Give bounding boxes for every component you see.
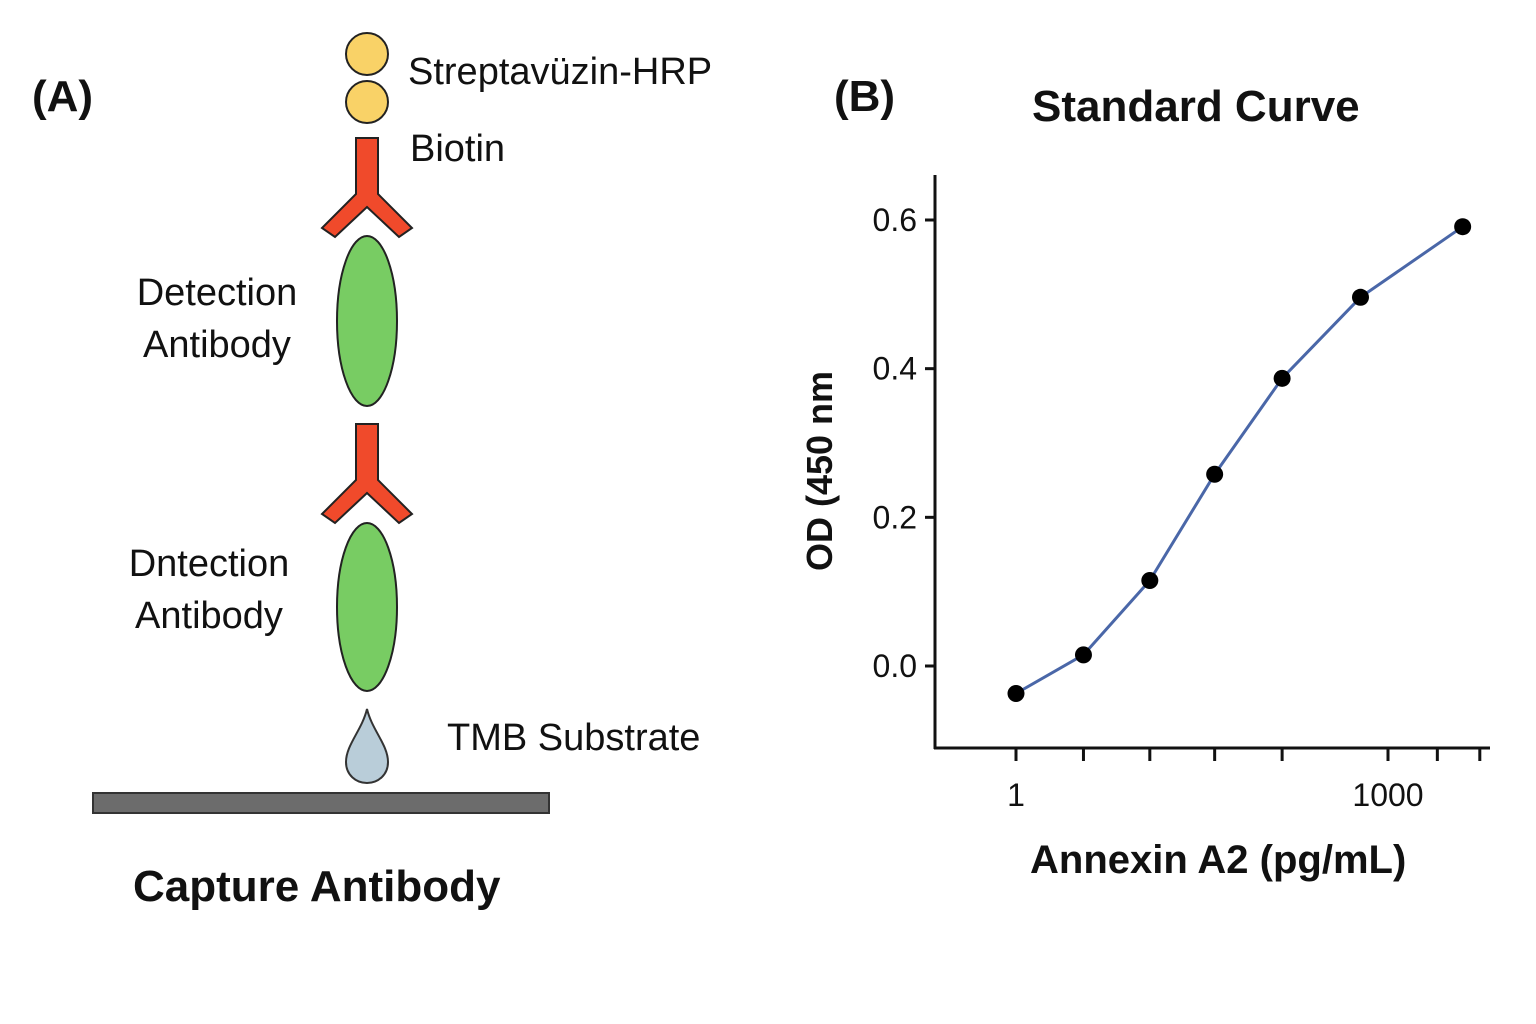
standard-curve-line bbox=[1015, 225, 1464, 695]
x-tick-label: 1000 bbox=[1352, 777, 1423, 813]
data-point bbox=[1007, 685, 1025, 703]
streptavidin-label: Streptavüzin-HRP bbox=[408, 51, 713, 93]
chart-title: Standard Curve bbox=[1032, 82, 1360, 131]
capture-plate bbox=[92, 792, 550, 814]
streptavidin-bead-bottom bbox=[345, 80, 389, 124]
biotin-label: Biotin bbox=[410, 128, 506, 170]
panel-a-label: (A) bbox=[32, 72, 94, 121]
y-axis-label-text: OD (450 nm bbox=[799, 370, 840, 572]
detection-antibody-ellipse-top bbox=[336, 235, 398, 407]
biotin-antibody-y bbox=[320, 137, 414, 239]
detection-antibody-label-bottom: Dntection Antibody bbox=[104, 538, 314, 642]
data-point bbox=[1206, 465, 1224, 483]
data-point bbox=[1074, 646, 1092, 664]
x-tick-label: 1 bbox=[1007, 777, 1025, 813]
data-point bbox=[1273, 369, 1291, 387]
y-tick-label: 0.2 bbox=[873, 499, 917, 535]
detection-label-top-line2: Antibody bbox=[143, 324, 291, 366]
panel-b-label: (B) bbox=[834, 72, 896, 121]
data-point bbox=[1351, 288, 1369, 306]
tmb-substrate-label: TMB Substrate bbox=[447, 717, 701, 759]
detection-antibody-label-top: Detection Antibody bbox=[112, 267, 322, 371]
detection-label-bottom-line2: Antibody bbox=[135, 595, 283, 637]
x-axis-label: Annexin A2 (pg/mL) bbox=[1030, 838, 1407, 882]
tmb-drop-icon bbox=[344, 708, 390, 785]
capture-antibody-label: Capture Antibody bbox=[133, 862, 501, 911]
detection-label-bottom-line1: Dntection bbox=[128, 543, 290, 585]
detection-antibody-ellipse-bottom bbox=[336, 522, 398, 692]
data-point bbox=[1141, 572, 1159, 590]
detection-antibody-y bbox=[320, 423, 414, 525]
y-tick-label: 0.6 bbox=[873, 202, 917, 238]
streptavidin-bead-top bbox=[345, 32, 389, 76]
detection-label-top-line1: Detection bbox=[136, 272, 298, 314]
y-tick-label: 0.0 bbox=[873, 648, 917, 684]
data-point bbox=[1454, 218, 1472, 236]
y-tick-label: 0.4 bbox=[873, 351, 917, 387]
